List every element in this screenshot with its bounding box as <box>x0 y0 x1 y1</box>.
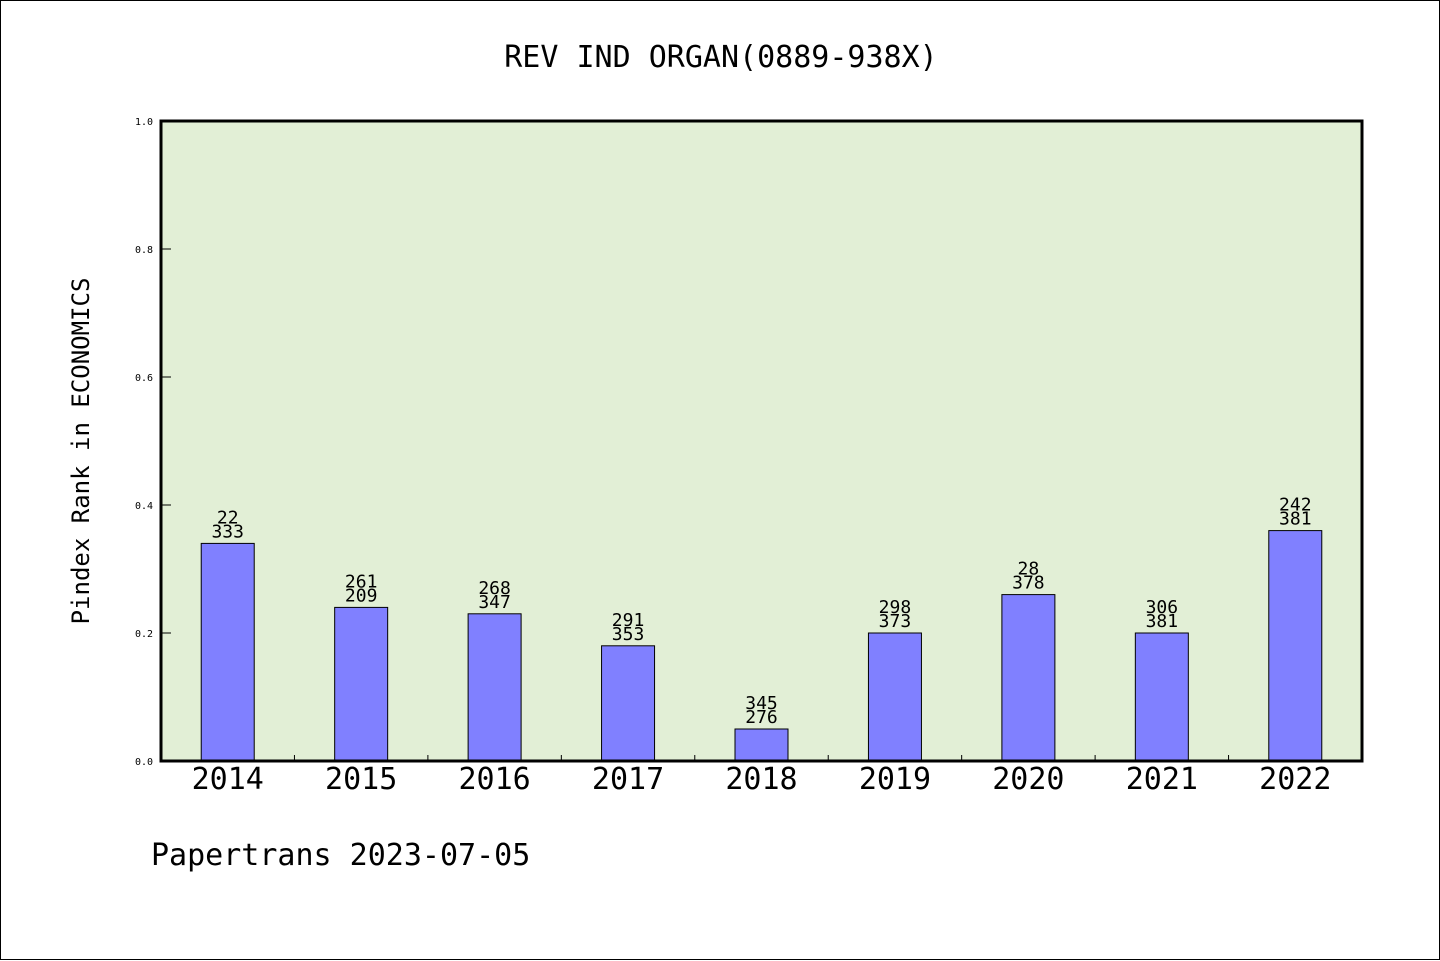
bar-label-bottom-2018: 276 <box>745 707 778 728</box>
y-tick-label: 0.8 <box>135 245 153 256</box>
x-tick-label-2015: 2015 <box>325 762 397 797</box>
bar-2015 <box>334 606 389 762</box>
bar-2021 <box>1134 632 1189 762</box>
bar-2022 <box>1268 530 1323 762</box>
x-tick-label-2018: 2018 <box>725 762 797 797</box>
bar-2017 <box>601 645 656 762</box>
y-tick-label: 1.0 <box>135 117 153 128</box>
y-tick-label: 0.4 <box>135 501 153 512</box>
x-tick-label-2016: 2016 <box>458 762 530 797</box>
bar-label-top-2019: 298 <box>879 597 912 618</box>
x-tick-label-2017: 2017 <box>592 762 664 797</box>
bar-label-bottom-2022: 381 <box>1279 509 1312 530</box>
x-ticks-group: 2014 2015 2016 2017 2018 2019 2020 2021 2022 <box>192 755 1331 797</box>
bar-2019 <box>867 632 922 762</box>
y-axis-label: Pindex Rank in ECONOMICS <box>67 278 95 625</box>
bar-label-bottom-2014: 333 <box>211 521 244 542</box>
bar-label-bottom-2020: 378 <box>1012 573 1045 594</box>
x-tick-label-2020: 2020 <box>992 762 1064 797</box>
bar-label-bottom-2015: 209 <box>345 585 378 606</box>
x-tick-label-2022: 2022 <box>1259 762 1331 797</box>
plot-border <box>159 119 1364 763</box>
bar-label-bottom-2021: 381 <box>1146 611 1179 632</box>
bar-label-top-2014: 22 <box>217 507 239 528</box>
bar-label-bottom-2016: 347 <box>478 592 511 613</box>
chart-title: REV IND ORGAN(0889-938X) <box>504 40 937 75</box>
bar-2018 <box>734 728 789 762</box>
bar-label-bottom-2019: 373 <box>879 611 912 632</box>
bar-2020 <box>1001 594 1056 762</box>
y-tick-label: 0.2 <box>135 629 153 640</box>
bar-label-top-2020: 28 <box>1018 559 1040 580</box>
bar-label-top-2016: 268 <box>478 578 511 599</box>
bar-2014 <box>200 542 255 762</box>
bar-label-top-2017: 291 <box>612 610 645 631</box>
footer-credit: Papertrans 2023-07-05 <box>151 838 530 873</box>
bar-2016 <box>467 613 522 762</box>
y-tick-label: 0.6 <box>135 373 153 384</box>
bar-label-top-2022: 242 <box>1279 495 1312 516</box>
bar-label-top-2015: 261 <box>345 571 378 592</box>
x-tick-label-2014: 2014 <box>192 762 264 797</box>
bars-group <box>200 530 1323 762</box>
y-tick-label: 0.0 <box>135 757 153 768</box>
x-tick-label-2019: 2019 <box>859 762 931 797</box>
x-tick-label-2021: 2021 <box>1126 762 1198 797</box>
bar-label-bottom-2017: 353 <box>612 624 645 645</box>
bar-label-top-2021: 306 <box>1146 597 1179 618</box>
bar-label-top-2018: 345 <box>745 693 778 714</box>
